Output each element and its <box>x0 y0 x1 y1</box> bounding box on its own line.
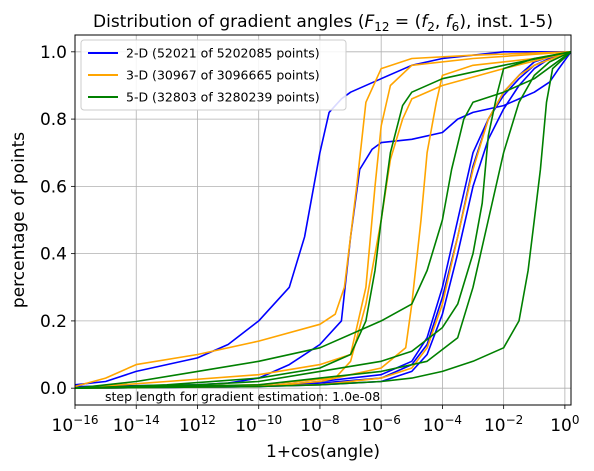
series-2-curve-1 <box>75 51 571 389</box>
legend-label-2d: 2-D (52021 of 5202085 points) <box>126 46 320 61</box>
x-tick-label: 10−2 <box>484 413 523 436</box>
x-tick-label: 100 <box>550 413 579 436</box>
x-axis-ticks: 10−16 10−14 1012 10−10 10−8 10−6 10−4 10−2 100 <box>52 405 580 436</box>
plot-frame <box>74 34 572 406</box>
x-tick-label: 10−10 <box>235 413 282 436</box>
y-axis-ticks: 0.0 0.2 0.4 0.6 0.8 1.0 <box>40 43 75 399</box>
series-0-curve-0 <box>75 51 571 386</box>
legend-label-5d: 5-D (32803 of 3280239 points) <box>126 90 320 105</box>
data-curves <box>75 51 571 389</box>
legend-label-3d: 3-D (30967 of 3096665 points) <box>126 68 320 83</box>
series-2-curve-2 <box>75 51 571 389</box>
x-tick-label: 10−4 <box>423 413 462 436</box>
x-axis-label: 1+cos(angle) <box>266 442 380 462</box>
y-tick-label: 0.0 <box>40 379 67 399</box>
series-1-curve-0 <box>75 51 571 388</box>
legend: 2-D (52021 of 5202085 points) 3-D (30967… <box>80 39 347 111</box>
x-tick-label: 10−6 <box>362 413 401 436</box>
legend-box <box>80 39 347 111</box>
x-tick-label: 10−8 <box>300 413 339 436</box>
y-tick-label: 1.0 <box>40 43 67 63</box>
series-2-curve-3 <box>75 51 571 389</box>
x-tick-label: 10−16 <box>52 413 99 436</box>
series-1-curve-3 <box>75 51 571 389</box>
x-tick-label: 1012 <box>179 413 216 436</box>
series-1-curve-4 <box>75 51 571 389</box>
series-2-curve-4 <box>75 51 571 389</box>
series-2-curve-0 <box>75 51 571 389</box>
y-axis-label: percentage of points <box>9 132 29 308</box>
y-tick-label: 0.6 <box>40 177 67 197</box>
chart-title: Distribution of gradient angles (F12 = (… <box>93 12 553 34</box>
y-tick-label: 0.4 <box>40 245 67 265</box>
y-tick-label: 0.8 <box>40 110 67 130</box>
y-tick-label: 0.2 <box>40 312 67 332</box>
series-0-curve-2 <box>75 51 571 389</box>
step-length-annotation: step length for gradient estimation: 1.0… <box>105 389 380 404</box>
series-1-curve-1 <box>75 51 571 389</box>
x-tick-label: 10−14 <box>113 413 160 436</box>
